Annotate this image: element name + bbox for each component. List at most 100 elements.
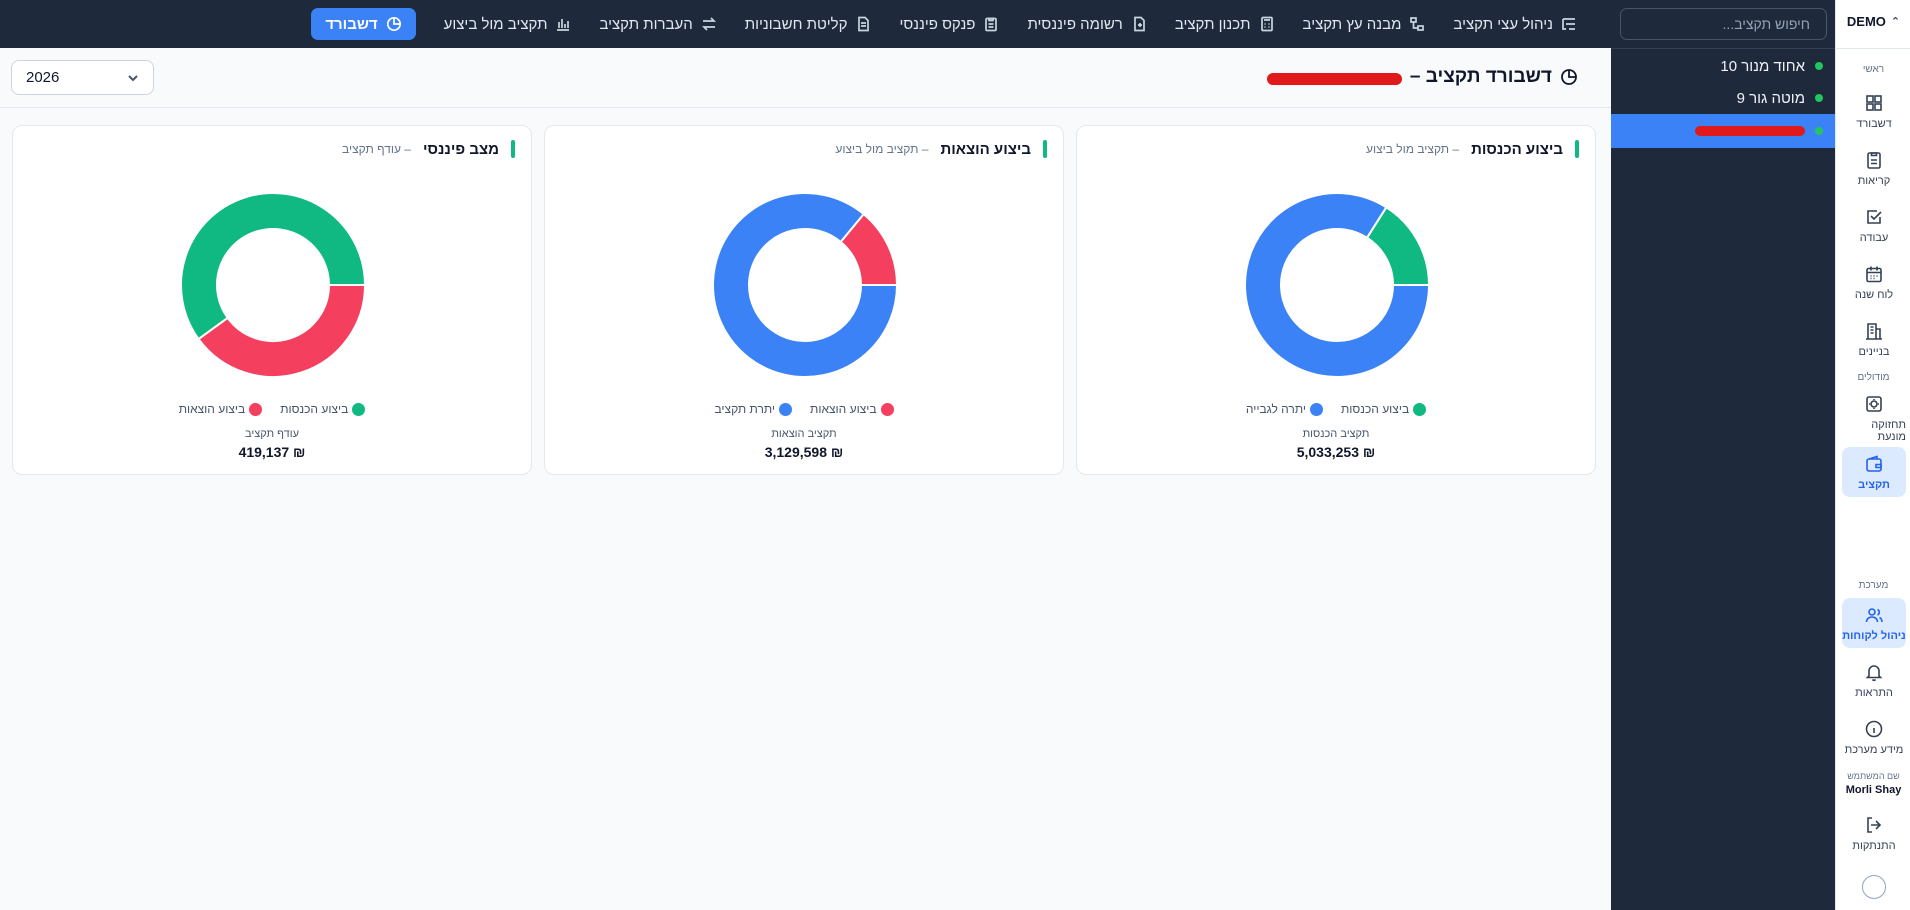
total-value: ₪ 3,129,598 — [764, 444, 844, 460]
budget-search[interactable] — [1620, 8, 1827, 40]
legend-item: ביצוע הכנסות — [280, 402, 366, 416]
building-item[interactable]: אחוד מנור 10 — [1611, 50, 1835, 82]
sidebar-item-buildings[interactable]: בניינים — [1842, 314, 1906, 364]
section-system: מערכת — [1858, 580, 1889, 591]
budget-search-input[interactable] — [1629, 16, 1810, 32]
donut-slice[interactable] — [180, 192, 367, 341]
nav-label: רשומה פיננסית — [1027, 15, 1123, 33]
nav-budget-trees[interactable]: ניהול עצי תקציב — [1439, 8, 1591, 40]
sidebar-item-tickets[interactable]: קריאות — [1842, 143, 1906, 193]
legend-item: ביצוע הכנסות — [1341, 402, 1427, 416]
card-income-performance: ביצוע הכנסות – תקציב מול ביצוע ביצוע הכנ… — [1076, 125, 1596, 475]
sidebar-item-label: דשבורד — [1856, 117, 1892, 130]
sidebar-item-maintenance[interactable]: תחזוקה מונעת — [1842, 393, 1906, 443]
nav-financial-ledger[interactable]: פנקס פיננסי — [885, 8, 1013, 40]
total-value: ₪ 5,033,253 — [1296, 444, 1376, 460]
legend-item: ביצוע הוצאות — [810, 402, 894, 416]
donut-slice[interactable] — [197, 284, 367, 378]
donut-slice[interactable] — [1244, 192, 1431, 378]
card-title: ביצוע הוצאות — [940, 140, 1031, 158]
chart-legend: ביצוע הכנסות יתרה לגבייה — [1077, 402, 1595, 416]
redacted-title — [1266, 73, 1402, 85]
redacted-label — [1695, 126, 1805, 136]
donut-chart — [712, 192, 899, 378]
card-title: מצב פיננסי — [422, 140, 499, 158]
nav-invoice-intake[interactable]: קליטת חשבוניות — [731, 8, 886, 40]
sidebar-item-label: עבודה — [1859, 231, 1889, 244]
sidebar-item-system-info[interactable]: מידע מערכת — [1842, 712, 1906, 762]
sidebar-item-notifications[interactable]: התראות — [1842, 655, 1906, 705]
sidebar-item-label: לוח שנה — [1854, 288, 1894, 301]
legend-item: יתרת תקציב — [714, 402, 793, 416]
sidebar-item-label: קריאות — [1857, 174, 1891, 187]
sidebar-item-dashboard[interactable]: דשבורד — [1842, 86, 1906, 136]
brand-name: DEMO — [1846, 14, 1886, 29]
page-title: דשבורד תקציב – — [1266, 66, 1578, 88]
nav-label: מבנה עץ תקציב — [1302, 15, 1402, 33]
sidebar-item-work[interactable]: עבודה — [1842, 200, 1906, 250]
legend-swatch — [1413, 402, 1427, 416]
nav-financial-record[interactable]: רשומה פיננסית — [1013, 8, 1160, 40]
buildings-list: אחוד מנור 10 מוטה גור 9 — [1611, 50, 1835, 148]
sidebar-item-label: תקציב — [1858, 478, 1890, 491]
footer-logo — [1862, 875, 1886, 899]
status-dot — [1815, 94, 1823, 102]
pie-chart-icon — [1561, 69, 1577, 85]
brand-switcher[interactable]: DEMO ⌃ — [1836, 14, 1910, 29]
legend-label: ביצוע הכנסות — [1341, 402, 1410, 416]
legend-label: ביצוע הכנסות — [280, 402, 349, 416]
chart-legend: ביצוע הוצאות יתרת תקציב — [545, 402, 1063, 416]
status-dot — [1815, 127, 1823, 135]
bell-icon — [1865, 664, 1883, 681]
page-title-text: דשבורד תקציב – — [1409, 66, 1552, 87]
sidebar-item-customers[interactable]: ניהול לקוחות — [1842, 598, 1906, 648]
card-title: ביצוע הכנסות — [1471, 140, 1563, 158]
nav-budget-vs-actual[interactable]: תקציב מול ביצוע — [430, 8, 586, 40]
calculator-icon — [1260, 16, 1273, 32]
divider — [1611, 48, 1835, 49]
nav-budget-tree-structure[interactable]: מבנה עץ תקציב — [1289, 8, 1440, 40]
chart-legend: ביצוע הכנסות ביצוע הוצאות — [13, 402, 531, 416]
dashboard-grid-icon — [1866, 94, 1882, 111]
user-name: Morli Shay — [1845, 784, 1902, 796]
building-item-selected[interactable] — [1611, 114, 1835, 148]
file-plus-icon — [1133, 16, 1145, 32]
clipboard-icon — [985, 17, 998, 32]
nav-dashboard[interactable]: דשבורד — [311, 8, 416, 40]
sidebar-item-label: התראות — [1855, 686, 1893, 699]
legend-item: ביצוע הוצאות — [178, 402, 263, 416]
pie-chart-icon — [386, 16, 401, 32]
legend-swatch — [1310, 402, 1324, 416]
status-dot — [1815, 62, 1823, 70]
accent-bar — [511, 140, 515, 158]
nav-budget-planning[interactable]: תכנון תקציב — [1161, 8, 1289, 40]
sidebar-item-calendar[interactable]: לוח שנה — [1842, 257, 1906, 307]
card-subtitle: – תקציב מול ביצוע — [1366, 142, 1460, 156]
donut-slice[interactable] — [712, 192, 899, 378]
card-header: ביצוע הכנסות – תקציב מול ביצוע — [1366, 140, 1579, 158]
section-main: ראשי — [1862, 64, 1885, 75]
card-header: ביצוע הוצאות – תקציב מול ביצוע — [835, 140, 1047, 158]
year-value: 2026 — [26, 69, 60, 86]
document-icon — [858, 16, 870, 32]
tree-list-icon — [1562, 18, 1575, 30]
tree-structure-icon — [1410, 17, 1425, 31]
card-expense-performance: ביצוע הוצאות – תקציב מול ביצוע ביצוע הוצ… — [544, 125, 1064, 475]
logout-icon — [1867, 816, 1882, 833]
legend-label: ביצוע הוצאות — [178, 402, 246, 416]
card-financial-status: מצב פיננסי – עודף תקציב ביצוע הכנסות ביצ… — [12, 125, 532, 475]
nav-budget-transfers[interactable]: העברות תקציב — [585, 8, 730, 40]
donut-chart — [180, 192, 367, 378]
legend-item: יתרה לגבייה — [1246, 402, 1324, 416]
nav-label: העברות תקציב — [599, 15, 693, 33]
year-select[interactable]: 2026 — [11, 60, 154, 95]
legend-swatch — [779, 402, 793, 416]
donut-chart — [1244, 192, 1431, 378]
calendar-icon — [1866, 266, 1882, 282]
nav-label: דשבורד — [325, 15, 378, 33]
building-icon — [1866, 322, 1882, 340]
nav-label: תכנון תקציב — [1174, 15, 1251, 33]
sidebar-item-budget[interactable]: תקציב — [1842, 447, 1906, 497]
sidebar-item-logout[interactable]: התנתקות — [1842, 808, 1906, 858]
building-item[interactable]: מוטה גור 9 — [1611, 82, 1835, 114]
